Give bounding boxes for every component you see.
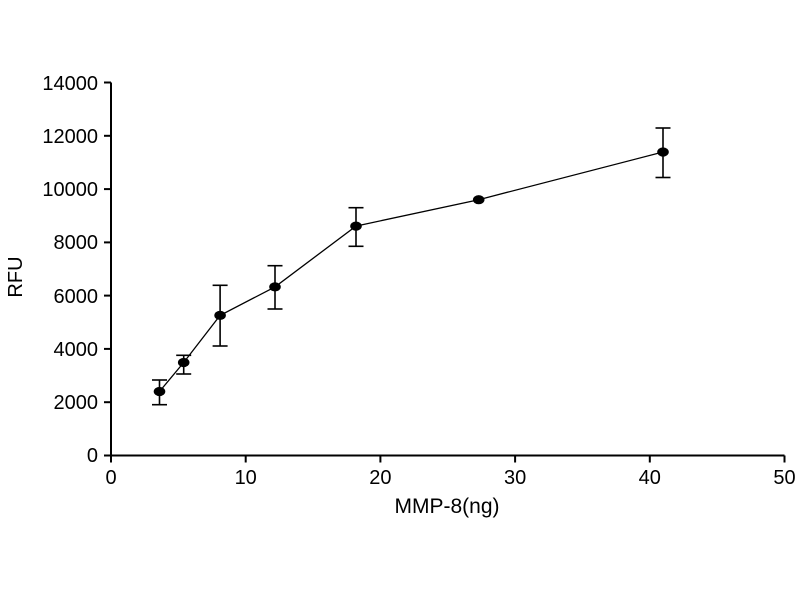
svg-text:12000: 12000 (42, 126, 98, 148)
svg-text:6000: 6000 (54, 286, 99, 308)
svg-text:RFU: RFU (5, 256, 27, 297)
svg-text:MMP-8(ng): MMP-8(ng) (394, 495, 499, 518)
svg-text:50: 50 (773, 467, 795, 489)
svg-text:14000: 14000 (42, 73, 98, 95)
svg-text:0: 0 (87, 445, 98, 467)
svg-text:2000: 2000 (54, 392, 99, 414)
svg-text:30: 30 (504, 467, 526, 489)
svg-text:20: 20 (369, 467, 391, 489)
svg-text:8000: 8000 (54, 232, 99, 254)
svg-text:10000: 10000 (42, 179, 98, 201)
svg-text:10: 10 (235, 467, 257, 489)
svg-text:0: 0 (105, 467, 116, 489)
svg-text:4000: 4000 (54, 339, 99, 361)
svg-text:40: 40 (639, 467, 661, 489)
